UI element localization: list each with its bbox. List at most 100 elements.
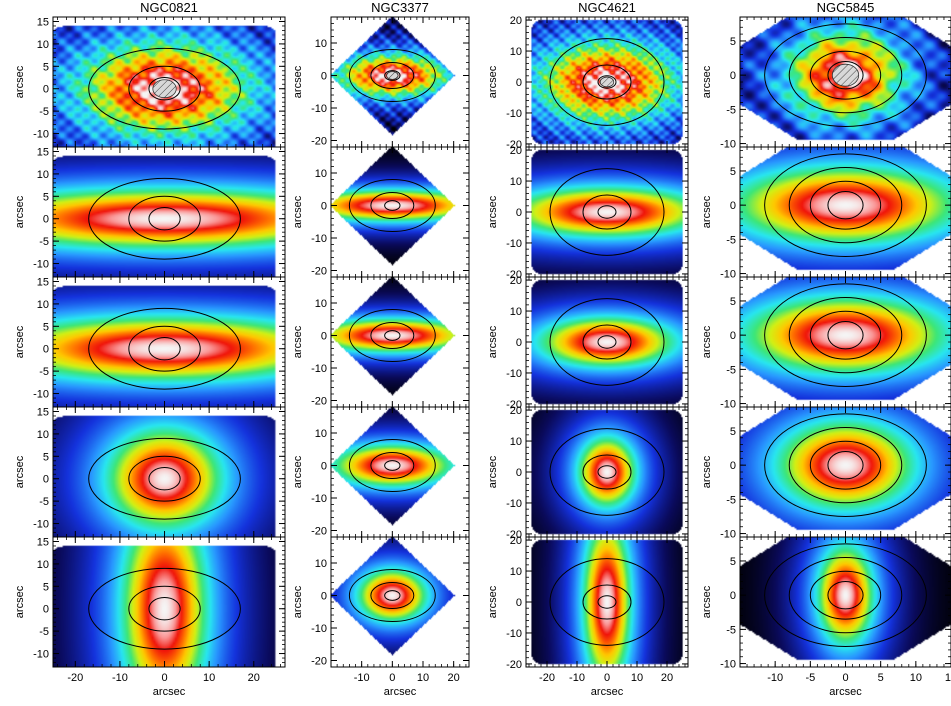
isophote-contour [88, 47, 241, 130]
x-tick-label: 10 [203, 672, 215, 684]
isophote-contour [549, 428, 665, 516]
isophote-contour [549, 558, 665, 646]
heatmap-image [331, 17, 469, 147]
y-tick-label: -20 [506, 399, 522, 411]
y-axis-label: arcsec [701, 585, 713, 618]
isophote-contour [788, 167, 903, 244]
y-tick-label: -20 [311, 266, 327, 278]
y-tick-label: -5 [39, 626, 49, 638]
map-panel: -10 -5 0 5 arcsec -10 -5 0 5 10 15 arcsec [701, 536, 951, 698]
y-tick-label: 10 [315, 428, 327, 440]
isophote-contour [88, 567, 241, 650]
map-panel: -20 -10 0 10 arcsec [292, 16, 470, 148]
isophote-contour [370, 192, 415, 219]
x-tick-label: -10 [767, 672, 783, 684]
y-tick-label: 10 [315, 38, 327, 50]
isophote-contour [128, 585, 201, 632]
isophote-contour [809, 50, 882, 100]
y-tick-label: 5 [730, 296, 736, 308]
map-panel: -10 -5 0 5 arcsec [701, 146, 951, 281]
y-axis-label: arcsec [292, 65, 304, 98]
y-tick-label: -20 [506, 529, 522, 541]
y-axis-label: arcsec [292, 455, 304, 488]
heatmap-image [331, 407, 469, 537]
map-panel: -20 -10 0 10 arcsec [292, 276, 470, 408]
x-tick-label: 0 [161, 672, 167, 684]
isophote-contour [384, 200, 401, 211]
isophote-contour [764, 283, 927, 387]
isophote-contour [128, 195, 201, 242]
x-axis-label: arcsec [591, 686, 624, 698]
isophote-contour [549, 168, 665, 256]
y-axis-label: arcsec [701, 455, 713, 488]
y-tick-label: -10 [506, 108, 522, 120]
y-axis-label: arcsec [14, 195, 26, 228]
isophote-contour [549, 38, 665, 126]
y-tick-label: 15 [37, 406, 49, 418]
y-tick-label: 10 [510, 176, 522, 188]
y-tick-label: -5 [39, 236, 49, 248]
y-tick-label: -10 [720, 399, 736, 411]
masked-core [386, 71, 399, 80]
y-tick-label: -10 [33, 519, 49, 531]
isophote-contour [549, 298, 665, 386]
y-axis-label: arcsec [701, 65, 713, 98]
y-tick-label: 20 [510, 275, 522, 287]
isophote-contour [809, 180, 882, 230]
y-tick-label: 0 [321, 461, 327, 473]
column-title: NGC5845 [817, 0, 875, 15]
masked-core [152, 79, 177, 99]
y-tick-label: -5 [726, 364, 736, 376]
isophote-contour [827, 580, 864, 610]
y-tick-label: -5 [726, 234, 736, 246]
isophote-contour [597, 335, 617, 349]
panel-frame [52, 536, 286, 668]
isophote-contour [370, 62, 415, 89]
y-tick-label: 5 [43, 581, 49, 593]
y-tick-label: 0 [516, 337, 522, 349]
y-tick-label: 5 [730, 556, 736, 568]
heatmap-image [740, 147, 951, 277]
map-panel: -20 -10 0 10 arcsec [292, 146, 470, 278]
isophote-contour [128, 455, 201, 502]
y-axis-label: arcsec [292, 195, 304, 228]
x-tick-label: 10 [910, 672, 922, 684]
y-tick-label: -10 [506, 368, 522, 380]
heatmap-image [53, 407, 285, 537]
y-tick-label: -10 [311, 623, 327, 635]
y-tick-label: 5 [730, 166, 736, 178]
map-panel: -10 -5 0 5 arcsec [701, 16, 951, 151]
x-tick-label: 0 [842, 672, 848, 684]
y-tick-label: 10 [510, 306, 522, 318]
isophote-contour [88, 437, 241, 520]
y-axis-label: arcsec [701, 325, 713, 358]
y-tick-label: 0 [43, 214, 49, 226]
y-tick-label: 0 [321, 331, 327, 343]
y-tick-label: -5 [726, 104, 736, 116]
isophote-contour [384, 70, 401, 81]
y-axis-label: arcsec [292, 325, 304, 358]
isophote-contour [148, 597, 181, 621]
y-tick-label: 5 [43, 451, 49, 463]
y-tick-label: -10 [720, 659, 736, 671]
y-tick-label: 0 [516, 597, 522, 609]
column-title: NGC3377 [371, 0, 429, 15]
x-tick-label: 10 [631, 672, 643, 684]
isophote-contour [88, 307, 241, 390]
y-tick-label: -10 [33, 389, 49, 401]
isophote-contour [597, 465, 617, 479]
x-tick-label: 5 [878, 672, 884, 684]
map-panel: -10 -5 0 5 10 15 arcsec [14, 276, 286, 408]
y-tick-label: 10 [510, 436, 522, 448]
heatmap-image [53, 147, 285, 277]
isophote-contour [348, 49, 436, 102]
y-tick-label: -20 [311, 656, 327, 668]
column-title: NGC4621 [578, 0, 636, 15]
y-tick-label: 0 [43, 604, 49, 616]
y-tick-label: 10 [37, 559, 49, 571]
y-tick-label: 20 [510, 405, 522, 417]
heatmap-image [740, 407, 951, 537]
y-tick-label: -10 [506, 628, 522, 640]
y-tick-label: 20 [510, 15, 522, 27]
